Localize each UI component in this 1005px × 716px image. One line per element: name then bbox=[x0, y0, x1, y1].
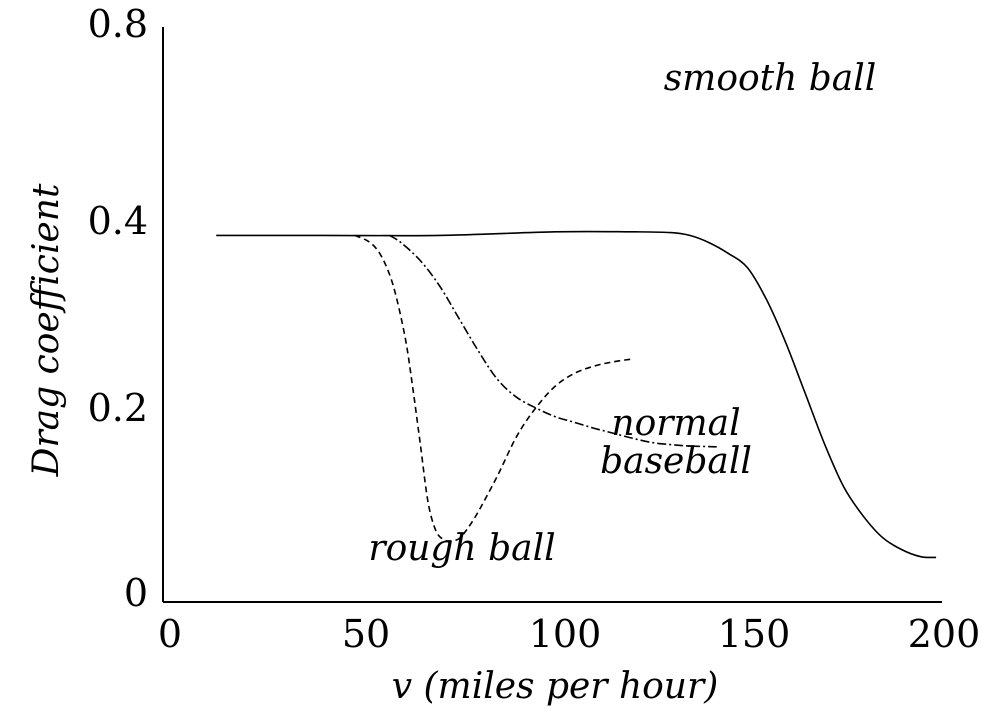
x-tick-labels: 0 50 100 150 200 bbox=[158, 612, 980, 656]
series-line-smooth-ball bbox=[216, 230, 937, 559]
series-label-smooth-ball: smooth ball bbox=[664, 58, 877, 99]
series-line-rough-ball bbox=[354, 234, 633, 542]
series-label-rough-ball: rough ball bbox=[368, 528, 555, 569]
x-tick-label-100: 100 bbox=[529, 612, 602, 656]
y-tick-label-0.2: 0.2 bbox=[88, 386, 148, 430]
series-line-normal-baseball bbox=[388, 234, 717, 448]
y-tick-label-0.4: 0.4 bbox=[88, 199, 148, 243]
y-axis-title: Drag coefficient bbox=[26, 183, 67, 477]
x-tick-label-50: 50 bbox=[342, 612, 390, 656]
y-tick-labels: 0 0.2 0.4 0.8 bbox=[88, 2, 148, 615]
series-label-normal-line1: normal bbox=[611, 403, 740, 444]
x-tick-label-0: 0 bbox=[158, 612, 182, 656]
x-tick-label-200: 200 bbox=[908, 612, 981, 656]
y-tick-label-0: 0 bbox=[124, 571, 148, 615]
x-axis-title: v (miles per hour) bbox=[392, 666, 719, 707]
y-tick-label-0.8: 0.8 bbox=[88, 2, 148, 46]
x-tick-label-150: 150 bbox=[718, 612, 791, 656]
series-label-normal-line2: baseball bbox=[600, 441, 752, 482]
